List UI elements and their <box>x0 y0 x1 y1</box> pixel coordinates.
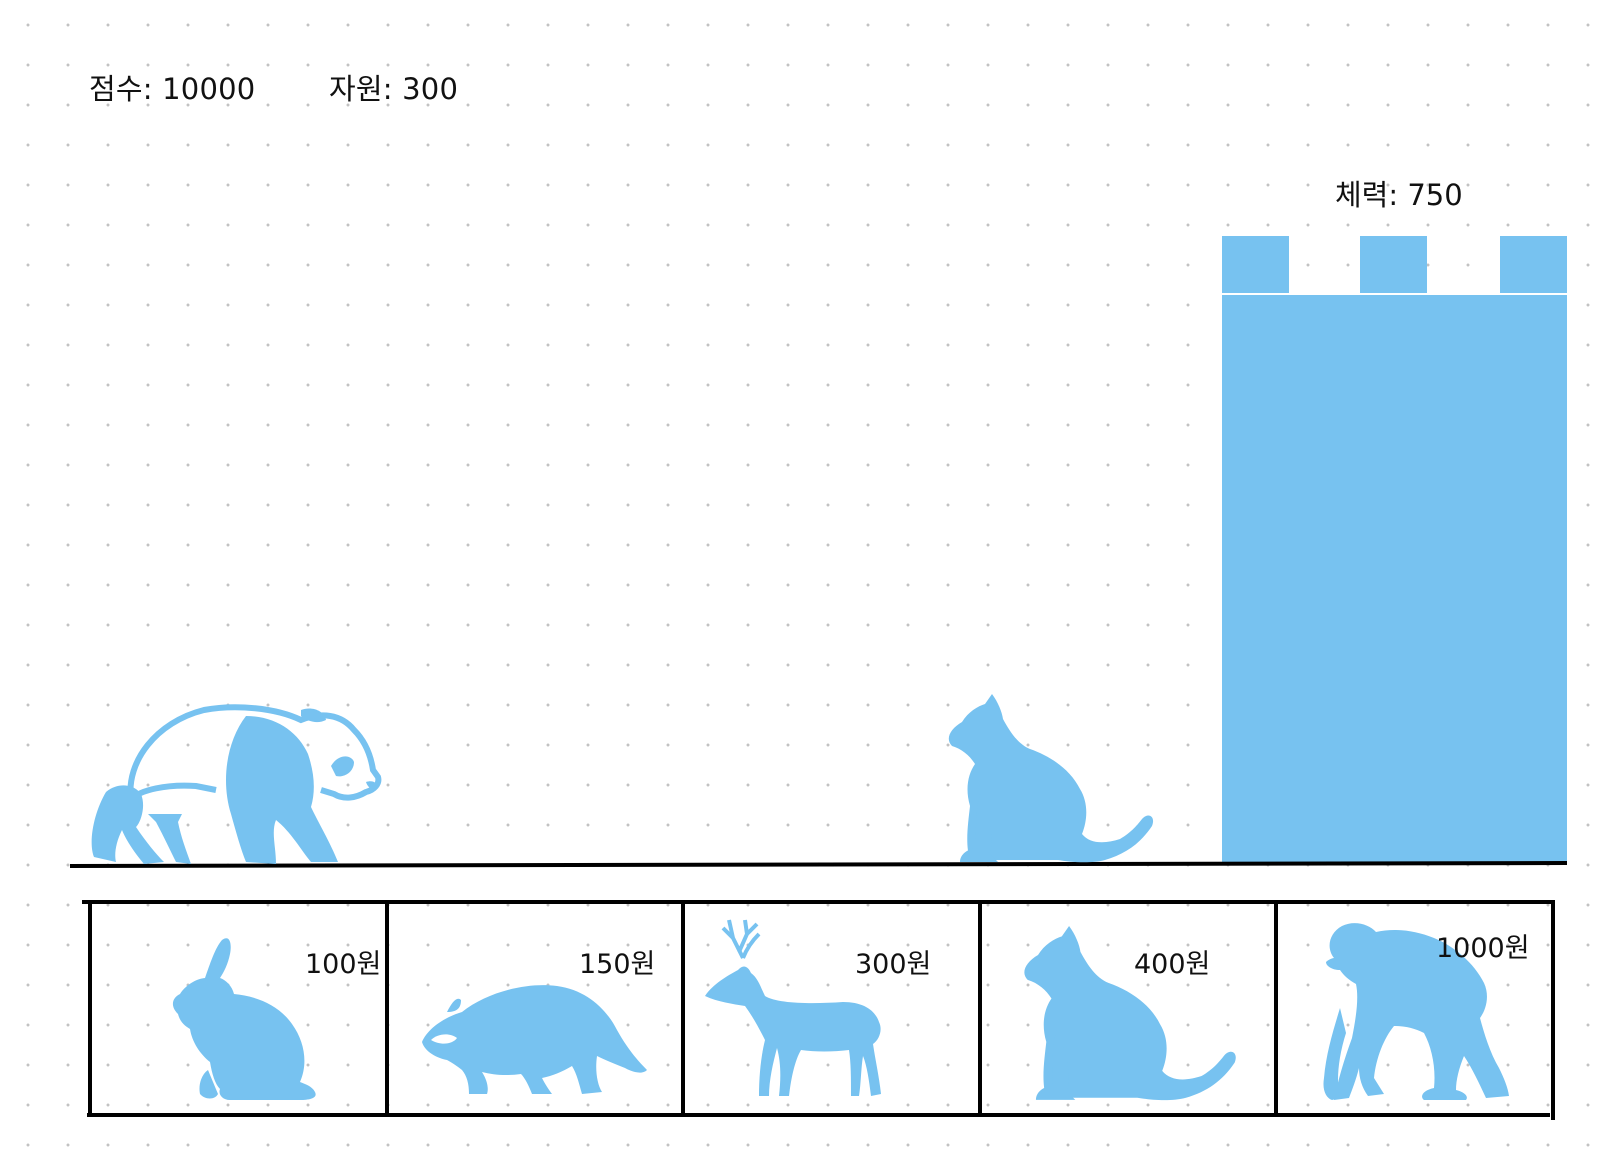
score-display: 점수: 10000 <box>89 72 256 106</box>
cat-icon <box>1024 926 1236 1101</box>
price-label: 150원 <box>579 949 656 980</box>
shop-slot-raccoon[interactable]: 150원 <box>389 904 685 1116</box>
castle-merlon <box>1500 236 1567 293</box>
price-label: 100원 <box>305 949 382 980</box>
castle-wall <box>1222 295 1567 863</box>
price-label: 300원 <box>855 949 932 980</box>
shop-frame <box>82 900 1555 1120</box>
deer-icon <box>705 919 881 1096</box>
shop-slot-cat[interactable]: 400원 <box>982 904 1278 1116</box>
price-label: 1000원 <box>1436 933 1530 964</box>
shop-slot-deer[interactable]: 300원 <box>685 904 981 1116</box>
price-label: 400원 <box>1134 949 1211 980</box>
cat-icon <box>948 694 1154 863</box>
shop-slot-rabbit[interactable]: 100원 <box>92 904 388 1116</box>
enemy-castle <box>1222 236 1567 863</box>
castle-merlon <box>1222 236 1289 293</box>
shop-slot-chimpanzee[interactable]: 1000원 <box>1278 904 1574 1116</box>
resource-display: 자원: 300 <box>329 72 459 106</box>
rabbit-icon <box>172 938 316 1100</box>
castle-merlon <box>1360 236 1427 293</box>
panda-icon <box>91 704 382 864</box>
castle-hp-label: 체력: 750 <box>1335 178 1463 212</box>
chimpanzee-icon <box>1323 923 1509 1100</box>
raccoon-icon <box>422 985 647 1094</box>
unit-shop: 100원 150원 300원 400원 1000원 <box>82 900 1562 1126</box>
